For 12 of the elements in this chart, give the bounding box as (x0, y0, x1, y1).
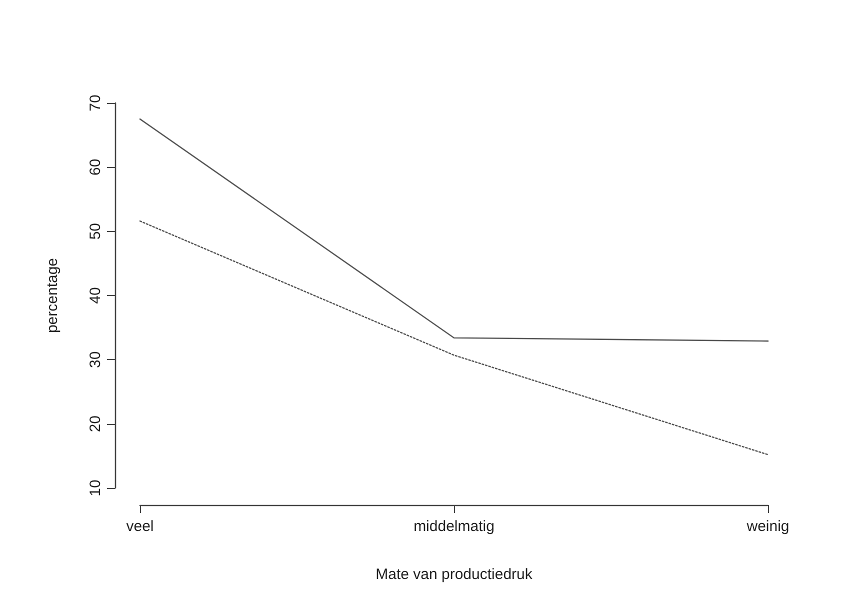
y-axis-title: percentage (44, 258, 61, 334)
x-axis-title: Mate van productiedruk (376, 566, 533, 583)
y-tick-label: 40 (87, 287, 104, 304)
y-tick-label: 30 (87, 351, 104, 368)
y-tick-label: 60 (87, 158, 104, 176)
x-tick-label: middelmatig (414, 518, 494, 535)
x-tick-label: weinig (746, 518, 790, 535)
y-tick-label: 70 (87, 94, 104, 112)
y-tick-label: 10 (87, 480, 104, 496)
y-tick-label: 20 (87, 415, 104, 432)
y-tick-label: 50 (87, 222, 104, 240)
x-tick-label: veel (126, 518, 154, 535)
